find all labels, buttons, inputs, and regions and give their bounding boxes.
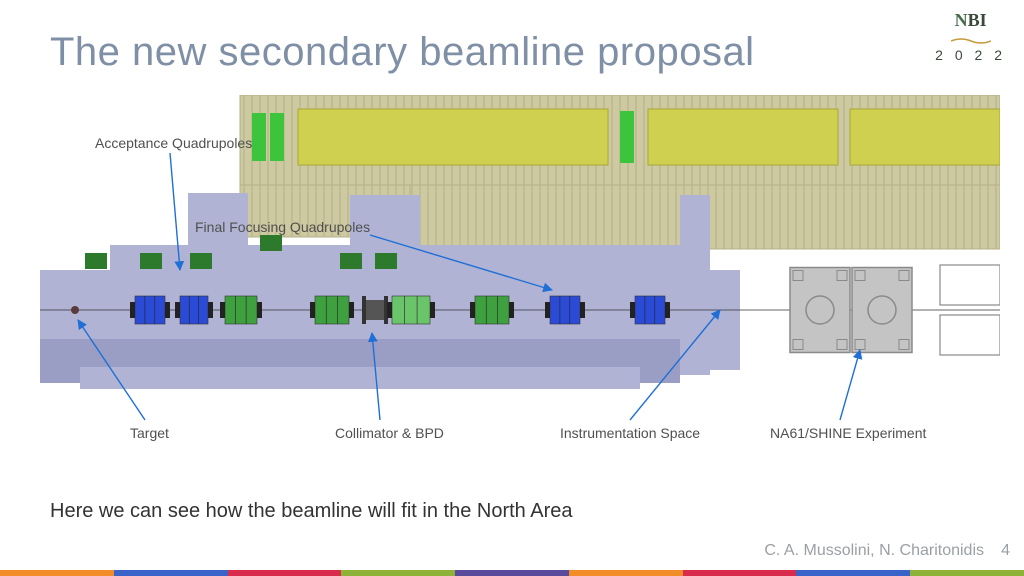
authors: C. A. Mussolini, N. Charitonidis — [764, 542, 984, 560]
annotation-instrumentation-space: Instrumentation Space — [560, 425, 700, 441]
slide-title: The new secondary beamline proposal — [50, 30, 755, 75]
nbi-logo: NNBIBI 2 0 2 2 — [935, 10, 1006, 63]
logo-year: 2 0 2 2 — [935, 47, 1006, 63]
logo-wave-icon — [951, 38, 991, 44]
beamline-diagram: Acceptance Quadrupoles Final Focusing Qua… — [40, 95, 1000, 435]
annotation-collimator-bpd: Collimator & BPD — [335, 425, 444, 441]
footer-stripe — [0, 570, 1024, 576]
annotation-final-focusing-quadrupoles: Final Focusing Quadrupoles — [195, 219, 370, 235]
annotation-na61-shine: NA61/SHINE Experiment — [770, 425, 926, 441]
logo-text: NNBIBI — [935, 10, 1006, 31]
slide-caption: Here we can see how the beamline will fi… — [50, 500, 573, 523]
annotation-acceptance-quadrupoles: Acceptance Quadrupoles — [95, 135, 252, 151]
annotation-target: Target — [130, 425, 169, 441]
page-number: 4 — [1001, 542, 1010, 560]
